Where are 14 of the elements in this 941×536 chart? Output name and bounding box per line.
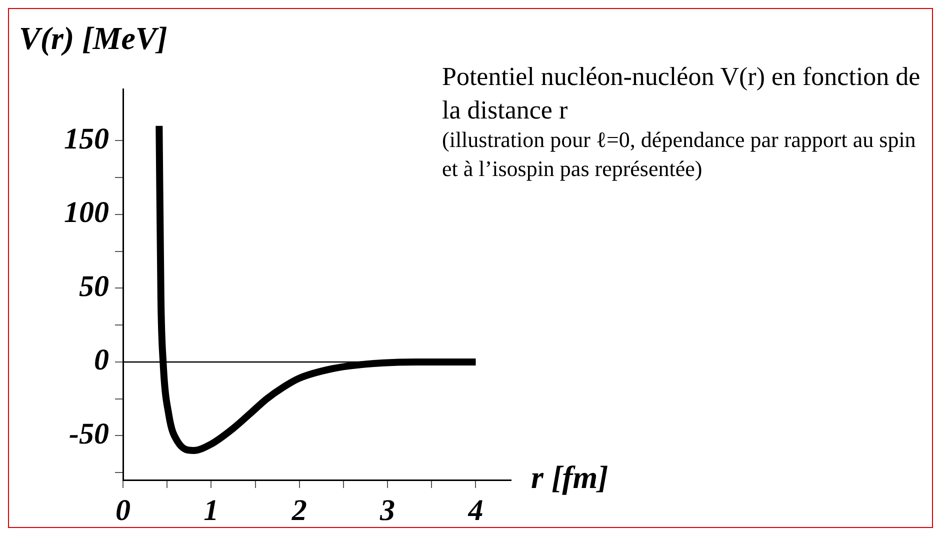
y-tick-label: 50 bbox=[79, 270, 109, 303]
x-tick-label: 3 bbox=[379, 494, 396, 527]
y-tick-label: 100 bbox=[64, 196, 109, 230]
annotation: Potentiel nucléon-nucléon V(r) en fonction de la distance r bbox=[442, 62, 920, 125]
annotation: (illustration pour ℓ=0, dépendance par rapport au spin et à l’isospin pas représentée) bbox=[442, 127, 916, 181]
x-tick-label: 0 bbox=[116, 494, 130, 527]
x-tick-label: 2 bbox=[290, 494, 307, 527]
y-tick-label: -50 bbox=[69, 417, 109, 450]
y-tick-label: 0 bbox=[94, 344, 109, 377]
x-axis-title: r [fm] bbox=[531, 459, 608, 495]
y-tick-label: 150 bbox=[64, 122, 109, 156]
x-tick-label: 1 bbox=[204, 494, 219, 527]
y-axis-title: V(r) [MeV] bbox=[19, 20, 168, 56]
x-tick-label: 4 bbox=[467, 494, 484, 527]
